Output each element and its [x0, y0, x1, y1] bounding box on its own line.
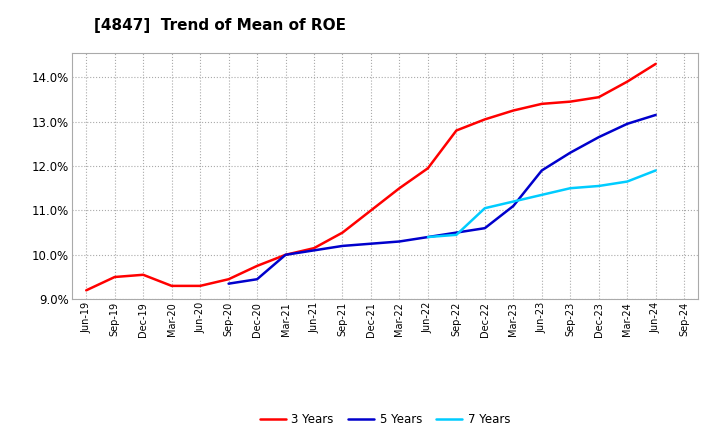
5 Years — [225, 281, 233, 286]
7 Years — [652, 168, 660, 173]
5 Years — [338, 243, 347, 249]
3 Years — [395, 186, 404, 191]
3 Years — [82, 288, 91, 293]
3 Years — [225, 277, 233, 282]
5 Years — [395, 239, 404, 244]
5 Years — [452, 230, 461, 235]
5 Years — [509, 203, 518, 209]
3 Years — [139, 272, 148, 278]
5 Years — [623, 121, 631, 126]
3 Years — [310, 246, 318, 251]
5 Years — [253, 277, 261, 282]
3 Years — [253, 263, 261, 268]
7 Years — [595, 183, 603, 189]
5 Years — [652, 112, 660, 117]
Legend: 3 Years, 5 Years, 7 Years: 3 Years, 5 Years, 7 Years — [255, 409, 516, 431]
Text: [4847]  Trend of Mean of ROE: [4847] Trend of Mean of ROE — [94, 18, 346, 33]
Line: 7 Years: 7 Years — [428, 170, 656, 237]
3 Years — [509, 108, 518, 113]
5 Years — [310, 248, 318, 253]
3 Years — [623, 79, 631, 84]
3 Years — [652, 61, 660, 66]
Line: 3 Years: 3 Years — [86, 64, 656, 290]
7 Years — [452, 232, 461, 238]
5 Years — [566, 150, 575, 155]
3 Years — [196, 283, 204, 289]
5 Years — [595, 135, 603, 140]
7 Years — [480, 205, 489, 211]
7 Years — [509, 199, 518, 204]
7 Years — [623, 179, 631, 184]
7 Years — [423, 235, 432, 240]
3 Years — [366, 208, 375, 213]
7 Years — [537, 192, 546, 198]
3 Years — [282, 252, 290, 257]
5 Years — [366, 241, 375, 246]
5 Years — [537, 168, 546, 173]
5 Years — [423, 235, 432, 240]
3 Years — [423, 165, 432, 171]
7 Years — [566, 186, 575, 191]
Line: 5 Years: 5 Years — [229, 115, 656, 284]
3 Years — [537, 101, 546, 106]
3 Years — [338, 230, 347, 235]
3 Years — [110, 275, 119, 280]
3 Years — [167, 283, 176, 289]
3 Years — [595, 95, 603, 100]
3 Years — [452, 128, 461, 133]
5 Years — [480, 226, 489, 231]
3 Years — [480, 117, 489, 122]
5 Years — [282, 252, 290, 257]
3 Years — [566, 99, 575, 104]
